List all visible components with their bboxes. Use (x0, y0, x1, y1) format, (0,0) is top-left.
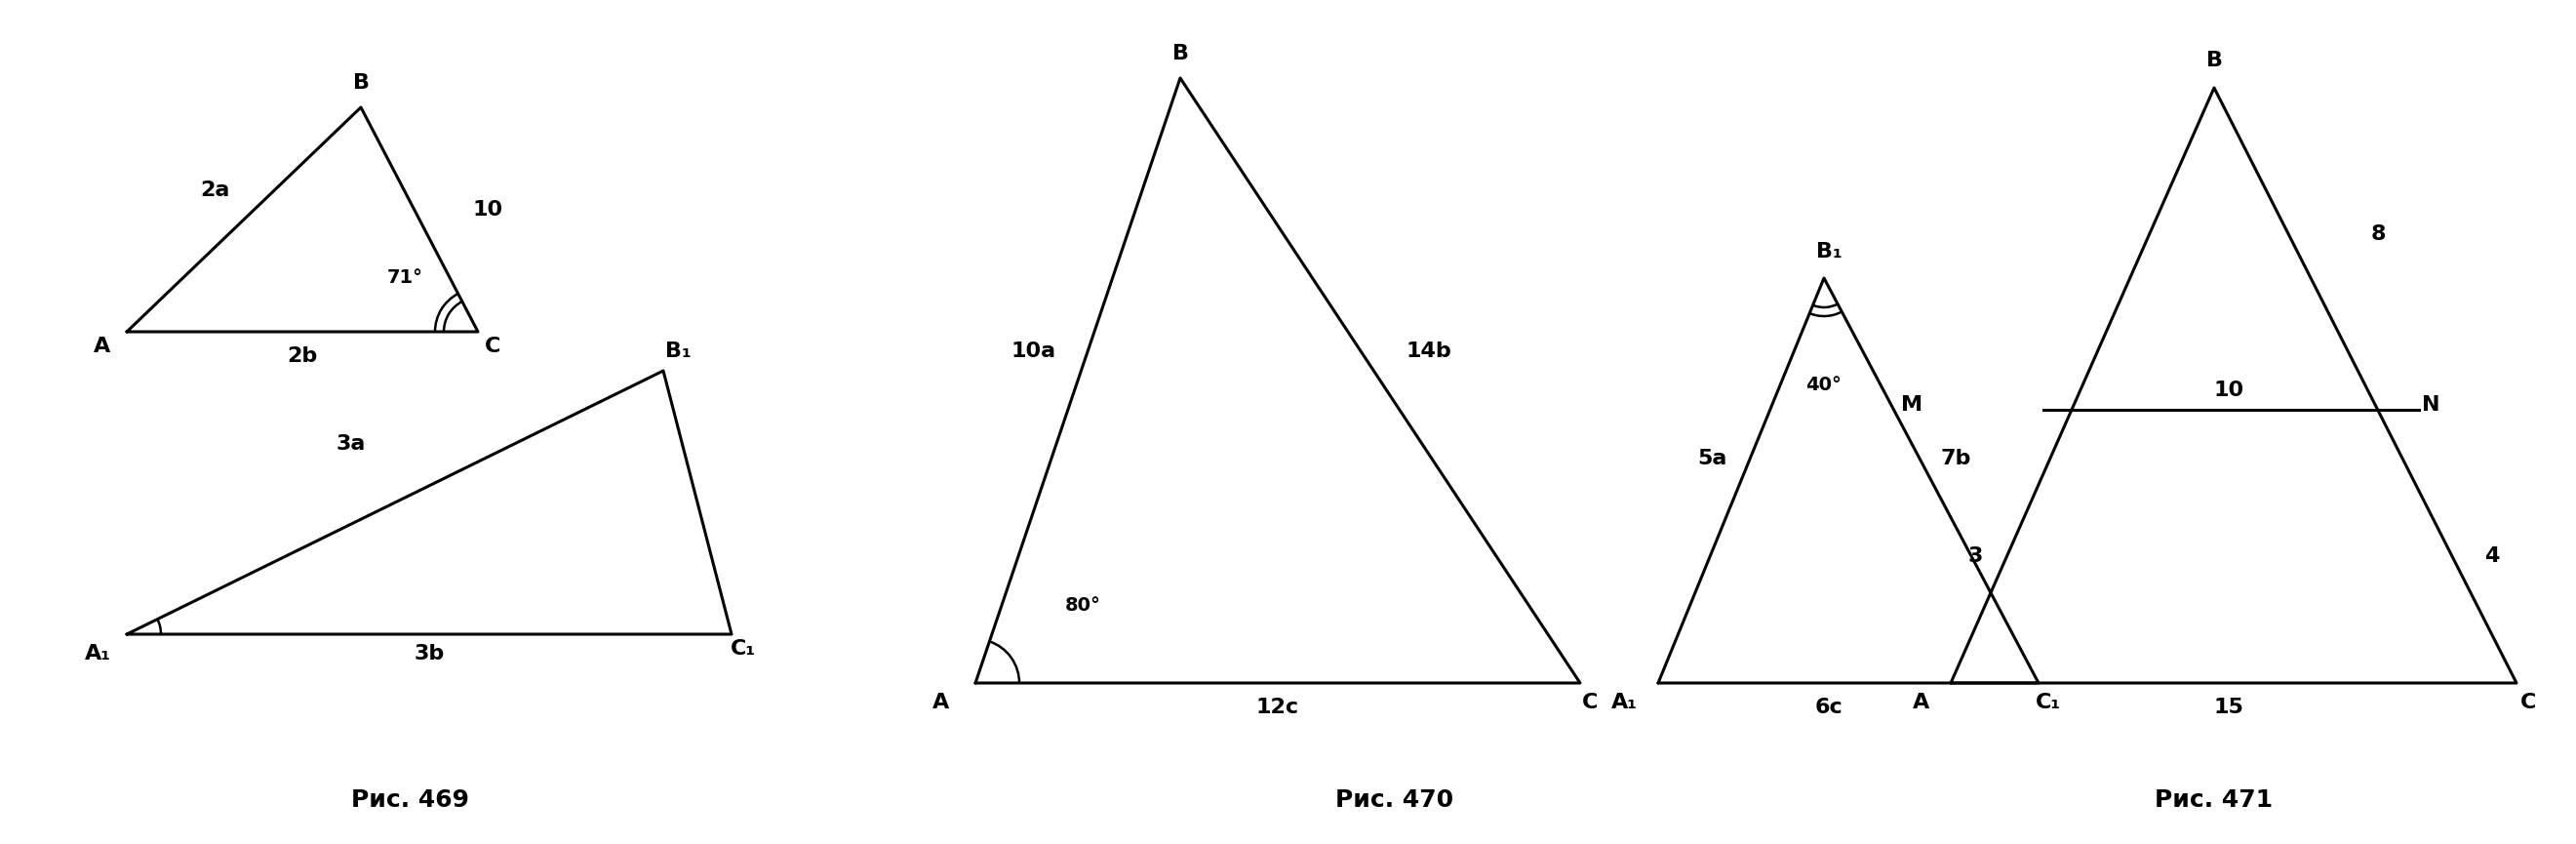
Text: C₁: C₁ (2035, 693, 2061, 712)
Text: B₁: B₁ (665, 342, 690, 361)
Text: 6c: 6c (1816, 698, 1842, 717)
Text: C: C (2519, 693, 2537, 712)
Text: 4: 4 (2486, 546, 2499, 566)
Text: 8: 8 (2370, 225, 2385, 244)
Text: M: M (1901, 395, 1922, 414)
Text: 2a: 2a (201, 181, 229, 200)
Text: B₁: B₁ (1816, 242, 1842, 262)
Text: 12c: 12c (1257, 698, 1298, 717)
Text: C: C (1582, 693, 1597, 712)
Text: B: B (353, 73, 368, 93)
Text: C: C (484, 337, 500, 356)
Text: 5a: 5a (1698, 449, 1726, 468)
Text: A: A (1914, 693, 1929, 712)
Text: B: B (1172, 44, 1188, 63)
Text: Рис. 469: Рис. 469 (350, 788, 469, 812)
Text: C₁: C₁ (732, 639, 755, 658)
Text: A₁: A₁ (85, 644, 111, 663)
Text: 71°: 71° (386, 268, 422, 287)
Text: A: A (933, 693, 951, 712)
Text: Рис. 471: Рис. 471 (2156, 788, 2272, 812)
Text: A: A (93, 337, 111, 356)
Text: 10: 10 (471, 200, 502, 219)
Text: B: B (2205, 51, 2223, 70)
Text: 80°: 80° (1064, 596, 1100, 614)
Text: 2b: 2b (286, 346, 317, 366)
Text: 15: 15 (2213, 698, 2244, 717)
Text: 3a: 3a (337, 434, 366, 454)
Text: N: N (2421, 395, 2439, 414)
Text: A₁: A₁ (1610, 693, 1638, 712)
Text: 3b: 3b (415, 644, 446, 663)
Text: Рис. 470: Рис. 470 (1337, 788, 1453, 812)
Text: 3: 3 (1968, 546, 1984, 566)
Text: 40°: 40° (1806, 376, 1842, 395)
Text: 10a: 10a (1012, 342, 1056, 361)
Text: 10: 10 (2213, 381, 2244, 400)
Text: 7b: 7b (1940, 449, 1971, 468)
Text: 14b: 14b (1406, 342, 1453, 361)
